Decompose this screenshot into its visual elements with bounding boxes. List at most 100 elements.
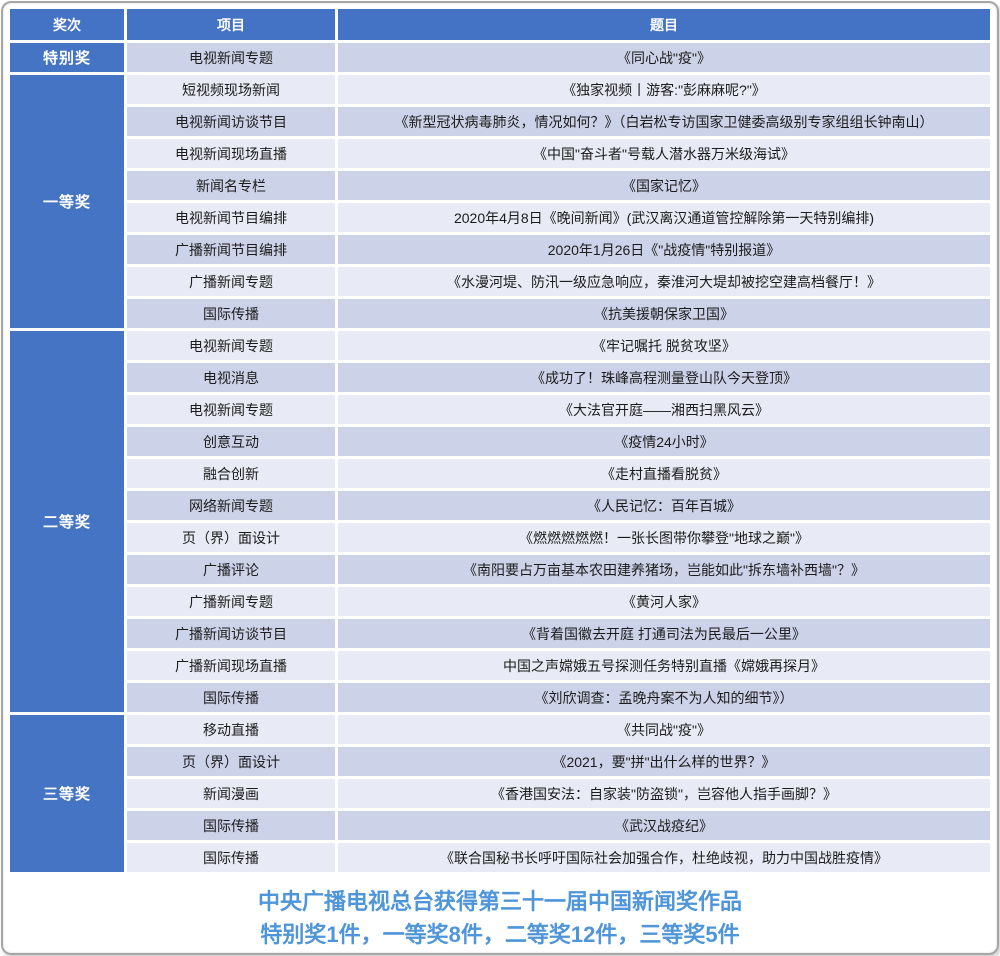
category-cell: 新闻名专栏 <box>127 171 335 200</box>
category-cell: 广播新闻专题 <box>127 267 335 296</box>
title-cell: 《燃燃燃燃燃！一张长图带你攀登"地球之巅"》 <box>338 523 990 552</box>
table-row: 电视新闻专题 《牢记嘱托 脱贫攻坚》 <box>127 331 990 360</box>
title-cell: 2020年4月8日《晚间新闻》(武汉离汉通道管控解除第一天特别编排) <box>338 203 990 232</box>
title-cell: 《背着国徽去开庭 打通司法为民最后一公里》 <box>338 619 990 648</box>
award-level-cell: 二等奖 <box>10 331 124 712</box>
category-cell: 广播新闻访谈节目 <box>127 619 335 648</box>
table-row: 广播新闻专题 《黄河人家》 <box>127 587 990 616</box>
category-cell: 电视新闻现场直播 <box>127 139 335 168</box>
table-row: 电视新闻访谈节目 《新型冠状病毒肺炎，情况如何？》（白岩松专访国家卫健委高级别专家… <box>127 107 990 136</box>
category-cell: 移动直播 <box>127 715 335 744</box>
table-row: 电视新闻现场直播 《中国"奋斗者"号载人潜水器万米级海试》 <box>127 139 990 168</box>
title-cell: 《新型冠状病毒肺炎，情况如何？》（白岩松专访国家卫健委高级别专家组组长钟南山） <box>338 107 990 136</box>
category-cell: 国际传播 <box>127 811 335 840</box>
title-cell: 《刘欣调查：孟晚舟案不为人知的细节》） <box>338 683 990 712</box>
title-cell: 《牢记嘱托 脱贫攻坚》 <box>338 331 990 360</box>
summary-caption: 中央广播电视总台获得第三十一届中国新闻奖作品 特别奖1件，一等奖8件，二等奖12… <box>10 885 990 951</box>
title-cell: 《疫情24小时》 <box>338 427 990 456</box>
title-cell: 《走村直播看脱贫》 <box>338 459 990 488</box>
title-cell: 《中国"奋斗者"号载人潜水器万米级海试》 <box>338 139 990 168</box>
category-cell: 新闻漫画 <box>127 779 335 808</box>
table-row: 电视新闻专题 《同心战"疫"》 <box>127 43 990 72</box>
award-group: 特别奖 电视新闻专题 《同心战"疫"》 <box>10 43 990 72</box>
category-cell: 国际传播 <box>127 683 335 712</box>
table-row: 移动直播 《共同战"疫"》 <box>127 715 990 744</box>
summary-caption-line1: 中央广播电视总台获得第三十一届中国新闻奖作品 <box>257 889 742 914</box>
title-cell: 《2021，要"拼"出什么样的世界？》 <box>338 747 990 776</box>
category-cell: 电视新闻节目编排 <box>127 203 335 232</box>
award-level-cell: 一等奖 <box>10 75 124 328</box>
header-award-level: 奖次 <box>10 9 124 40</box>
title-cell: 《武汉战疫纪》 <box>338 811 990 840</box>
category-cell: 广播新闻现场直播 <box>127 651 335 680</box>
award-group-rows: 电视新闻专题 《牢记嘱托 脱贫攻坚》 电视消息 《成功了！珠峰高程测量登山队今天登顶》… <box>127 331 990 712</box>
award-level-cell: 特别奖 <box>10 43 124 72</box>
title-cell: 《同心战"疫"》 <box>338 43 990 72</box>
title-cell: 《抗美援朝保家卫国》 <box>338 299 990 328</box>
category-cell: 电视新闻专题 <box>127 43 335 72</box>
award-level-cell: 三等奖 <box>10 715 124 872</box>
award-group-rows: 电视新闻专题 《同心战"疫"》 <box>127 43 990 72</box>
title-cell: 《独家视频丨游客:"彭麻麻呢?"》 <box>338 75 990 104</box>
table-row: 页（界）面设计 《2021，要"拼"出什么样的世界？》 <box>127 747 990 776</box>
awards-table: 奖次 项目 题目 特别奖 电视新闻专题 《同心战"疫"》 一等奖 短视频现场新闻 《独家视… <box>10 9 990 872</box>
title-cell: 《联合国秘书长呼吁国际社会加强合作，杜绝歧视，助力中国战胜疫情》 <box>338 843 990 872</box>
table-row: 广播新闻专题 《水漫河堤、防汛一级应急响应，秦淮河大堤却被挖空建高档餐厅！》 <box>127 267 990 296</box>
title-cell: 《水漫河堤、防汛一级应急响应，秦淮河大堤却被挖空建高档餐厅！》 <box>338 267 990 296</box>
table-row: 广播新闻访谈节目 《背着国徽去开庭 打通司法为民最后一公里》 <box>127 619 990 648</box>
category-cell: 网络新闻专题 <box>127 491 335 520</box>
title-cell: 中国之声嫦娥五号探测任务特别直播《嫦娥再探月》 <box>338 651 990 680</box>
summary-caption-line2: 特别奖1件，一等奖8件，二等奖12件，三等奖5件 <box>260 922 740 947</box>
table-row: 融合创新 《走村直播看脱贫》 <box>127 459 990 488</box>
category-cell: 融合创新 <box>127 459 335 488</box>
title-cell: 《黄河人家》 <box>338 587 990 616</box>
title-cell: 《香港国安法：自家装"防盗锁"，岂容他人指手画脚？》 <box>338 779 990 808</box>
category-cell: 页（界）面设计 <box>127 523 335 552</box>
category-cell: 广播评论 <box>127 555 335 584</box>
award-group-rows: 短视频现场新闻 《独家视频丨游客:"彭麻麻呢?"》 电视新闻访谈节目 《新型冠状病毒肺… <box>127 75 990 328</box>
category-cell: 广播新闻节目编排 <box>127 235 335 264</box>
award-group: 二等奖 电视新闻专题 《牢记嘱托 脱贫攻坚》 电视消息 《成功了！珠峰高程测量登山队今天… <box>10 331 990 712</box>
category-cell: 国际传播 <box>127 299 335 328</box>
table-header-row: 奖次 项目 题目 <box>10 9 990 40</box>
table-row: 国际传播 《武汉战疫纪》 <box>127 811 990 840</box>
table-row: 电视消息 《成功了！珠峰高程测量登山队今天登顶》 <box>127 363 990 392</box>
table-row: 电视新闻节目编排 2020年4月8日《晚间新闻》(武汉离汉通道管控解除第一天特别编… <box>127 203 990 232</box>
table-row: 新闻漫画 《香港国安法：自家装"防盗锁"，岂容他人指手画脚？》 <box>127 779 990 808</box>
category-cell: 页（界）面设计 <box>127 747 335 776</box>
category-cell: 创意互动 <box>127 427 335 456</box>
table-row: 电视新闻专题 《大法官开庭——湘西扫黑风云》 <box>127 395 990 424</box>
header-category: 项目 <box>127 9 335 40</box>
category-cell: 电视新闻专题 <box>127 395 335 424</box>
category-cell: 国际传播 <box>127 843 335 872</box>
award-group-rows: 移动直播 《共同战"疫"》 页（界）面设计 《2021，要"拼"出什么样的世界？》 新闻… <box>127 715 990 872</box>
header-title: 题目 <box>338 9 990 40</box>
category-cell: 电视消息 <box>127 363 335 392</box>
table-row: 创意互动 《疫情24小时》 <box>127 427 990 456</box>
award-group: 一等奖 短视频现场新闻 《独家视频丨游客:"彭麻麻呢?"》 电视新闻访谈节目 《新型冠状… <box>10 75 990 328</box>
title-cell: 《国家记忆》 <box>338 171 990 200</box>
title-cell: 《南阳要占万亩基本农田建养猪场，岂能如此"拆东墙补西墙"？》 <box>338 555 990 584</box>
table-row: 国际传播 《刘欣调查：孟晚舟案不为人知的细节》） <box>127 683 990 712</box>
category-cell: 广播新闻专题 <box>127 587 335 616</box>
table-row: 广播评论 《南阳要占万亩基本农田建养猪场，岂能如此"拆东墙补西墙"？》 <box>127 555 990 584</box>
title-cell: 《人民记忆：百年百城》 <box>338 491 990 520</box>
table-row: 广播新闻节目编排 2020年1月26日《"战疫情"特别报道》 <box>127 235 990 264</box>
table-row: 广播新闻现场直播 中国之声嫦娥五号探测任务特别直播《嫦娥再探月》 <box>127 651 990 680</box>
category-cell: 短视频现场新闻 <box>127 75 335 104</box>
title-cell: 《成功了！珠峰高程测量登山队今天登顶》 <box>338 363 990 392</box>
table-row: 页（界）面设计 《燃燃燃燃燃！一张长图带你攀登"地球之巅"》 <box>127 523 990 552</box>
table-row: 新闻名专栏 《国家记忆》 <box>127 171 990 200</box>
table-row: 网络新闻专题 《人民记忆：百年百城》 <box>127 491 990 520</box>
table-body: 特别奖 电视新闻专题 《同心战"疫"》 一等奖 短视频现场新闻 《独家视频丨游客:"彭麻麻… <box>10 43 990 872</box>
title-cell: 《共同战"疫"》 <box>338 715 990 744</box>
title-cell: 《大法官开庭——湘西扫黑风云》 <box>338 395 990 424</box>
table-row: 短视频现场新闻 《独家视频丨游客:"彭麻麻呢?"》 <box>127 75 990 104</box>
award-group: 三等奖 移动直播 《共同战"疫"》 页（界）面设计 《2021，要"拼"出什么样的世界？… <box>10 715 990 872</box>
table-row: 国际传播 《联合国秘书长呼吁国际社会加强合作，杜绝歧视，助力中国战胜疫情》 <box>127 843 990 872</box>
category-cell: 电视新闻专题 <box>127 331 335 360</box>
title-cell: 2020年1月26日《"战疫情"特别报道》 <box>338 235 990 264</box>
table-row: 国际传播 《抗美援朝保家卫国》 <box>127 299 990 328</box>
category-cell: 电视新闻访谈节目 <box>127 107 335 136</box>
